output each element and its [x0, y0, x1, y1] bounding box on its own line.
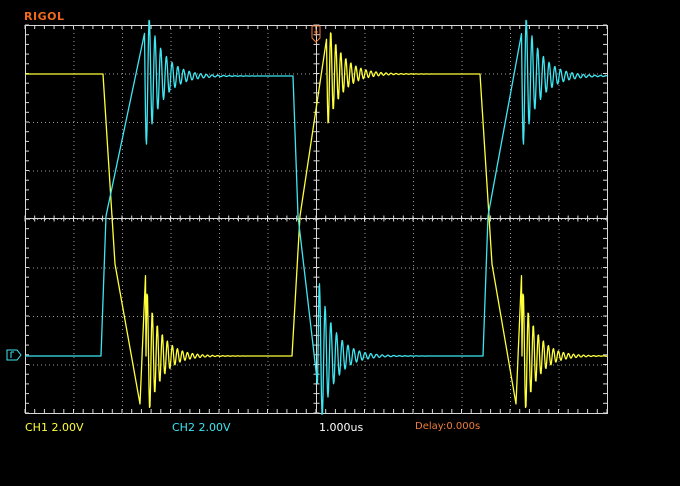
- delay-label: Delay:0.000s: [415, 421, 481, 432]
- ch2-scale-label[interactable]: CH2 2.00V: [172, 421, 231, 434]
- ch2-trace: [24, 19, 608, 415]
- timebase-label[interactable]: 1.000us: [319, 421, 364, 434]
- ch1-scale-label[interactable]: CH1 2.00V: [25, 421, 84, 434]
- ch1-trace: [24, 32, 608, 409]
- ch2-ground-marker-icon[interactable]: [6, 349, 22, 361]
- brand-logo: RIGOL: [24, 10, 65, 23]
- trigger-position-icon[interactable]: [311, 25, 321, 43]
